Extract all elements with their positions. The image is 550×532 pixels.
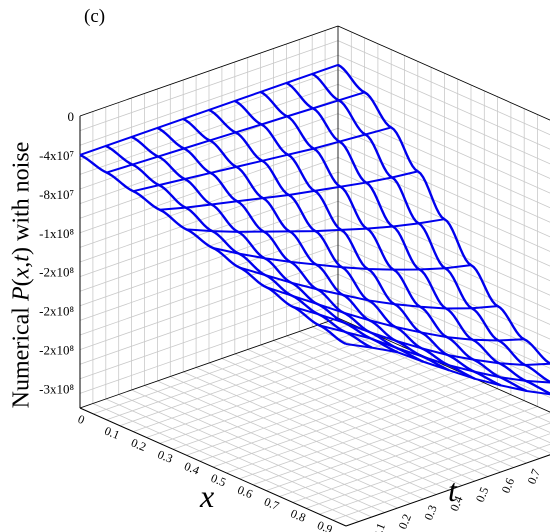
surface-mesh-line (345, 342, 550, 396)
side-wall-grid-line (79, 244, 339, 336)
x-tick-label: 0.4 (182, 459, 201, 478)
back-wall-grid-line (337, 127, 550, 223)
x-tick-label: 0.2 (129, 435, 148, 454)
back-wall-grid-line (337, 84, 550, 179)
z-tick-label: -2x10⁸ (39, 343, 74, 358)
floor-grid-line (312, 326, 550, 433)
surface-mesh-line (265, 286, 525, 342)
back-wall-grid-line (337, 157, 550, 252)
z-tick-label: -4x10⁷ (39, 148, 74, 163)
floor-grid-line (226, 382, 485, 474)
t-tick-label: 0.4 (447, 494, 466, 513)
surface-mesh-line (319, 324, 550, 384)
side-wall-grid-line (79, 303, 339, 394)
surface-mesh-line (132, 126, 392, 193)
back-wall-grid-line (337, 230, 550, 325)
side-wall-grid-line (79, 273, 339, 365)
t-tick-label: 0.2 (395, 512, 414, 531)
back-wall-grid-line (337, 186, 550, 282)
t-tick-label: 0.1 (370, 521, 389, 532)
back-wall-grid-line (337, 273, 550, 369)
floor-grid-line (252, 394, 512, 486)
x-tick-label: 0 (76, 412, 87, 427)
side-wall-grid-line (79, 142, 339, 234)
side-wall-grid-line (79, 259, 339, 350)
floor-grid-line (208, 362, 476, 482)
back-wall-grid-line (337, 113, 550, 209)
floor-grid-line (305, 422, 550, 509)
floor-grid-line (239, 388, 498, 480)
back-wall-grid-line (337, 259, 550, 355)
floor-grid-line (221, 358, 489, 477)
x-axis-line (79, 407, 347, 527)
side-wall-grid-line (79, 54, 339, 146)
floor-grid-line (286, 335, 550, 454)
panel-label: (c) (84, 6, 106, 27)
floor-grid-line (247, 349, 514, 468)
t-axis-label: t (448, 472, 457, 508)
floor-grid-line (292, 412, 550, 503)
t-axis-line (345, 454, 550, 527)
x-tick-label: 0.6 (235, 483, 254, 502)
z-tick-label: -1x10⁸ (39, 226, 74, 241)
box-edge (337, 25, 550, 121)
t-tick-label: 0.7 (524, 467, 543, 486)
back-wall-grid-line (337, 200, 550, 296)
z-tick-label: -2x10⁸ (39, 265, 74, 280)
floor-grid-line (319, 433, 550, 515)
surface-line-t-0.4 (182, 117, 450, 372)
back-wall-grid-line (337, 40, 550, 136)
box-axes (79, 25, 550, 527)
t-tick-label: 0.5 (473, 485, 492, 504)
z-tick-label: -3x10⁸ (39, 382, 74, 397)
surface-mesh-line (212, 247, 472, 271)
side-wall-grid-line (79, 171, 339, 263)
side-wall-grid-line (79, 288, 339, 380)
z-axis-label: Numerical P(x,t) with noise (8, 141, 35, 409)
floor-grid-line (273, 340, 540, 459)
x-tick-label: 0.8 (289, 506, 308, 525)
t-tick-label: 0.3 (421, 503, 440, 522)
surface-mesh-line (79, 63, 339, 156)
surface-lines (79, 63, 550, 396)
side-wall-grid-line (79, 113, 339, 204)
x-tick-label: 0.5 (209, 471, 228, 490)
floor-grid-line (332, 443, 550, 521)
t-tick-label: 0.6 (499, 476, 518, 495)
x-tick-label: 0.7 (262, 494, 281, 513)
floor-grid-line (260, 344, 527, 464)
back-wall-grid-line (337, 69, 550, 165)
floor-grid-line (266, 400, 525, 491)
surface-mesh-line (239, 266, 498, 310)
back-wall-grid-line (337, 54, 550, 150)
x-axis-label: x (200, 478, 215, 514)
z-tick-label: -2x10⁸ (39, 304, 74, 319)
floor-grid-line (299, 331, 550, 444)
surface-mesh-line (106, 91, 365, 174)
back-wall-grid-line (337, 215, 550, 311)
tick-labels: 0 0.1 0.2 0.3 0.4 0.5 0.6 0.7 0.8 0.9 1 0 0.1 0.2 0.3 0… (39, 109, 543, 532)
box-grid (79, 25, 550, 527)
z-tick-label: 0 (68, 109, 75, 124)
x-tick-label: 1 (342, 530, 353, 532)
back-wall-grid-line (337, 244, 550, 340)
back-wall-grid-line (337, 288, 550, 384)
surface-mesh-line (159, 170, 419, 211)
floor-grid-line (324, 322, 550, 423)
x-tick-label: 0.3 (156, 447, 175, 466)
side-wall-grid-line (79, 40, 339, 131)
floor-grid-line (234, 353, 501, 473)
x-tick-label: 0.1 (102, 424, 121, 443)
surface-mesh-line (186, 218, 445, 233)
side-wall-grid-line (79, 230, 339, 321)
side-wall-grid-line (79, 69, 339, 161)
surface-mesh-line (292, 305, 550, 366)
back-wall-grid-line (337, 171, 550, 267)
x-tick-label: 0.9 (315, 518, 334, 532)
box-edge (79, 317, 339, 409)
floor-grid-line (279, 406, 538, 497)
box-edge (79, 25, 339, 117)
z-tick-label: -8x10⁷ (39, 187, 74, 202)
